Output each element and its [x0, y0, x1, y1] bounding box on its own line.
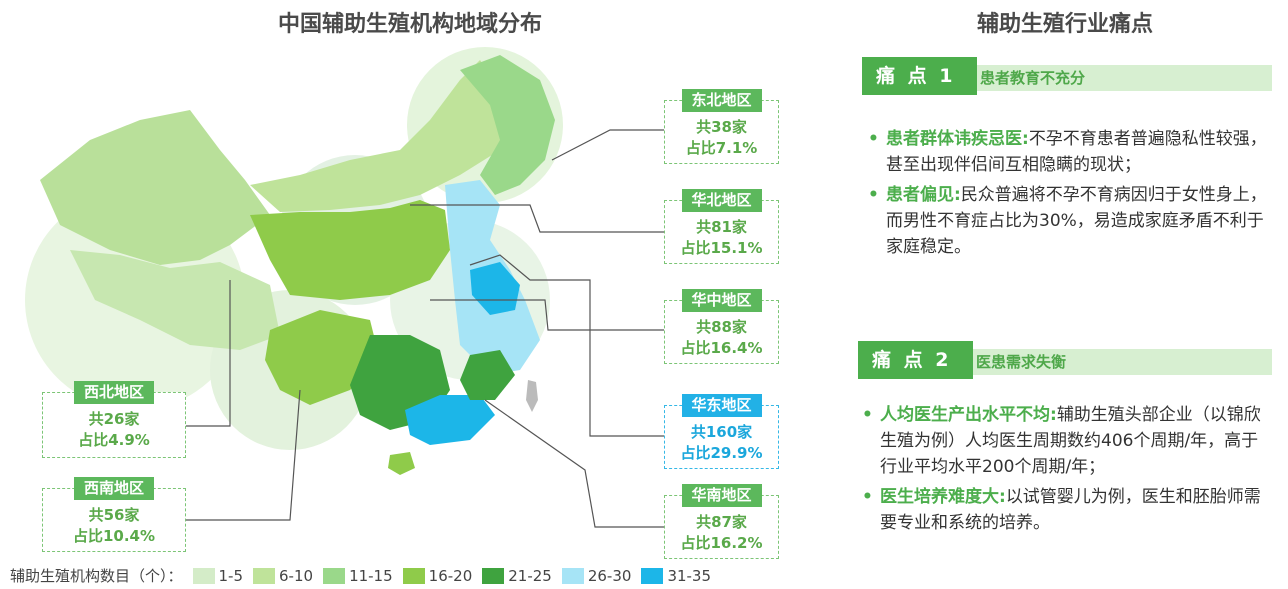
region-north: 华北地区 共81家 占比15.1% — [664, 189, 779, 264]
map-southwest — [265, 310, 380, 405]
list-item: • 人均医生产出水平不均:辅助生殖头部企业（以锦欣生殖为例）人均医生周期数约406… — [862, 405, 1261, 477]
region-count: 共56家 — [88, 506, 140, 524]
region-share: 占比10.4% — [72, 527, 156, 545]
pain-point-2-header: 医患需求失衡 痛 点 2 — [858, 341, 1272, 379]
region-count: 共26家 — [88, 410, 140, 428]
region-count: 共160家 — [690, 423, 753, 441]
region-count: 共38家 — [696, 118, 747, 136]
map-north-central — [250, 200, 450, 300]
legend-swatch — [482, 567, 505, 584]
map-taiwan — [526, 380, 538, 412]
map-legend: 辅助生殖机构数目（个）： 1-5 6-10 11-15 16-20 21-25 … — [10, 565, 711, 586]
region-northwest: 西北地区 共26家 占比4.9% — [42, 381, 186, 458]
region-name: 西南地区 — [73, 477, 155, 500]
region-share: 占比15.1% — [680, 239, 763, 257]
list-item: • 患者偏见:民众普遍将不孕不育病因归于女性身上，而男性不育症占比为30%，易造成… — [868, 185, 1267, 257]
item-highlight: 医生培养难度大: — [880, 487, 1006, 507]
legend-item: 26-30 — [587, 566, 632, 585]
map-tibet — [70, 250, 280, 350]
map-hainan — [388, 452, 415, 475]
legend-swatch — [192, 567, 215, 584]
region-name: 东北地区 — [681, 89, 762, 112]
region-count: 共81家 — [696, 218, 747, 236]
map-title: 中国辅助生殖机构地域分布 — [277, 12, 542, 37]
legend-item: 11-15 — [349, 566, 393, 585]
region-name: 华北地区 — [681, 189, 762, 212]
legend-item: 1-5 — [218, 566, 244, 585]
map-jiangsu — [470, 262, 520, 315]
map-xinjiang — [40, 110, 270, 265]
region-name: 华南地区 — [681, 484, 762, 507]
pain-point-1-header: 患者教育不充分 痛 点 1 — [862, 57, 1272, 95]
item-text: 以试管婴儿为例，医生和胚胎师需要专业和系统的培养。 — [880, 487, 1261, 533]
region-northeast: 东北地区 共38家 占比7.1% — [664, 89, 779, 164]
region-share: 占比4.9% — [78, 431, 150, 449]
region-share: 占比29.9% — [680, 444, 763, 462]
legend-swatch — [402, 567, 425, 584]
region-south: 华南地区 共87家 占比16.2% — [664, 484, 779, 559]
map-fujian — [460, 350, 515, 400]
map-guangdong — [405, 395, 495, 445]
region-central: 华中地区 共88家 占比16.4% — [664, 289, 779, 364]
legend-item: 31-35 — [667, 566, 712, 585]
item-highlight: 人均医生产出水平不均: — [880, 405, 1057, 425]
leader-lines — [186, 129, 664, 528]
map-northeast — [460, 55, 555, 195]
item-text: 不孕不育患者普遍隐私性较强，甚至出现伴侣间互相隐瞒的现状； — [886, 129, 1267, 175]
list-item: • 患者群体讳疾忌医:不孕不育患者普遍隐私性较强，甚至出现伴侣间互相隐瞒的现状； — [868, 129, 1267, 175]
legend-swatch — [641, 567, 664, 584]
region-count: 共88家 — [696, 318, 747, 336]
region-share: 占比16.4% — [680, 339, 763, 357]
region-share: 占比7.1% — [685, 139, 758, 157]
china-map — [25, 47, 664, 528]
item-text: 民众普遍将不孕不育病因归于女性身上，而男性不育症占比为30%，易造成家庭矛盾不利… — [886, 185, 1267, 257]
legend-label: 辅助生殖机构数目（个）： — [10, 567, 183, 585]
map-inner-mongolia — [250, 60, 520, 212]
legend-item: 6-10 — [279, 566, 314, 585]
pain-points-title: 辅助生殖行业痛点 — [976, 12, 1153, 37]
item-highlight: 患者群体讳疾忌医: — [886, 129, 1029, 149]
pain-point-1-list: • 患者群体讳疾忌医:不孕不育患者普遍隐私性较强，甚至出现伴侣间互相隐瞒的现状； … — [868, 126, 1268, 264]
item-highlight: 患者偏见: — [886, 185, 961, 205]
pain-point-2-list: • 人均医生产出水平不均:辅助生殖头部企业（以锦欣生殖为例）人均医生周期数约406… — [862, 402, 1270, 540]
region-east: 华东地区 共160家 占比29.9% — [664, 394, 779, 469]
region-name: 华中地区 — [681, 289, 762, 312]
item-text: 辅助生殖头部企业（以锦欣生殖为例）人均医生周期数约406个周期/年，高于行业平均… — [880, 405, 1261, 477]
legend-swatch — [253, 567, 276, 584]
region-southwest: 西南地区 共56家 占比10.4% — [42, 477, 186, 552]
region-share: 占比16.2% — [680, 534, 763, 552]
pain-point-badge: 痛 点 1 — [862, 57, 978, 95]
legend-item: 21-25 — [508, 566, 552, 585]
legend-item: 16-20 — [428, 566, 473, 585]
region-name: 西北地区 — [73, 381, 155, 404]
legend-swatch — [323, 567, 346, 584]
region-count: 共87家 — [696, 513, 747, 531]
list-item: • 医生培养难度大:以试管婴儿为例，医生和胚胎师需要专业和系统的培养。 — [862, 487, 1261, 533]
legend-swatch — [561, 567, 584, 584]
pain-point-badge: 痛 点 2 — [858, 341, 974, 379]
pain-point-subtitle: 患者教育不充分 — [962, 65, 1272, 91]
region-name: 华东地区 — [681, 394, 762, 417]
pain-point-subtitle: 医患需求失衡 — [958, 349, 1272, 375]
